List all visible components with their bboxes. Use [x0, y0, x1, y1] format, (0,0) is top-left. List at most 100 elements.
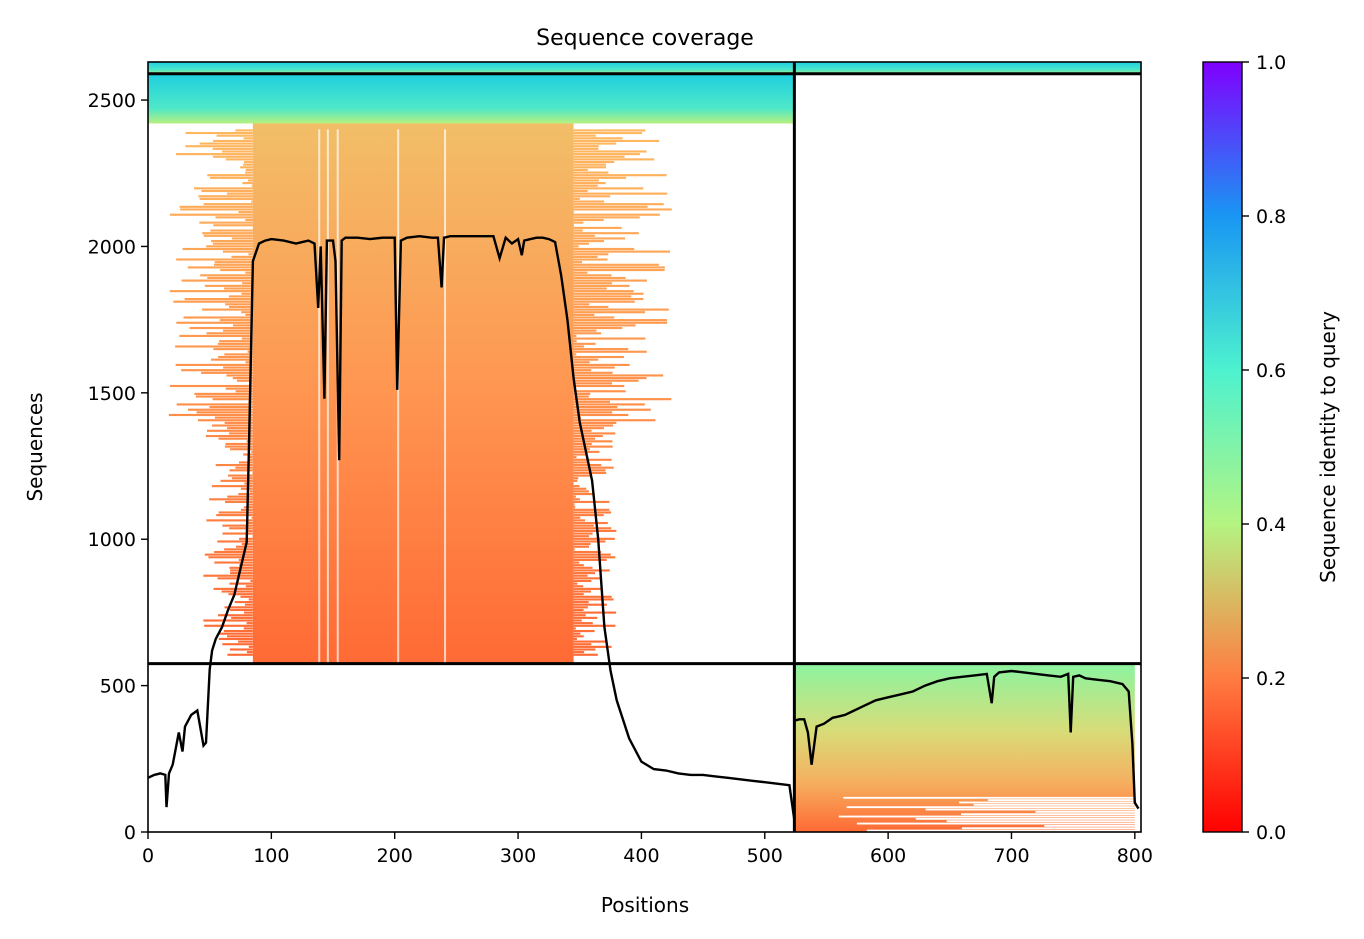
msa-row	[248, 598, 253, 601]
msa-block	[148, 62, 1141, 74]
msa-row	[573, 268, 665, 272]
msa-row	[221, 150, 253, 153]
msa-row	[573, 287, 607, 290]
msa-row	[573, 337, 646, 340]
msa-row	[238, 558, 253, 561]
msa-row	[248, 503, 253, 506]
msa-row	[210, 229, 253, 232]
msa-row	[573, 629, 595, 633]
msa-row	[193, 187, 253, 190]
msa-row	[183, 316, 253, 319]
msa-row	[573, 519, 585, 522]
msa-row	[220, 479, 253, 482]
msa-row	[573, 313, 595, 316]
msa-row	[573, 200, 605, 203]
msa-gap	[846, 806, 1141, 809]
msa-row	[573, 424, 614, 427]
msa-row	[238, 461, 253, 464]
msa-row	[573, 247, 635, 251]
msa-row	[573, 511, 612, 514]
msa-row	[573, 232, 639, 235]
msa-row	[573, 506, 576, 509]
msa-row	[573, 627, 576, 630]
msa-row	[573, 637, 577, 641]
msa-row	[244, 603, 253, 606]
msa-gap	[318, 129, 321, 664]
msa-row	[225, 387, 253, 390]
msa-row	[573, 147, 599, 150]
msa-row	[573, 229, 583, 232]
msa-row	[231, 477, 253, 480]
msa-row	[215, 216, 253, 219]
msa-row	[573, 614, 586, 617]
msa-row	[573, 558, 607, 561]
msa-row	[573, 168, 588, 171]
msa-row	[573, 392, 591, 395]
msa-row	[229, 582, 253, 585]
msa-row	[573, 326, 623, 330]
msa-row	[224, 421, 253, 424]
y-tick-label: 2500	[88, 90, 136, 112]
msa-row	[238, 640, 253, 643]
msa-row	[573, 255, 598, 258]
msa-row	[573, 553, 611, 556]
msa-row	[212, 242, 253, 245]
msa-row	[209, 498, 253, 501]
msa-row	[573, 593, 584, 596]
msa-gap	[838, 815, 1141, 818]
msa-row	[175, 363, 253, 366]
msa-row	[573, 492, 595, 496]
msa-row	[210, 358, 253, 361]
msa-row	[224, 287, 253, 290]
msa-row	[573, 182, 606, 185]
msa-row	[573, 377, 647, 380]
msa-row	[573, 616, 598, 619]
msa-row	[573, 184, 598, 187]
msa-row	[573, 366, 615, 369]
msa-row	[232, 324, 253, 327]
msa-row	[204, 553, 253, 556]
msa-row	[235, 129, 253, 132]
msa-row	[573, 374, 664, 377]
msa-row	[573, 205, 648, 208]
msa-row	[573, 566, 593, 569]
msa-row	[214, 550, 253, 554]
x-tick-label: 600	[870, 845, 906, 867]
msa-row	[573, 271, 588, 274]
msa-row	[573, 608, 584, 612]
msa-block	[252, 123, 574, 664]
msa-row	[248, 529, 253, 532]
msa-row	[214, 416, 253, 419]
msa-row	[573, 595, 612, 598]
msa-row	[218, 637, 253, 641]
msa-row	[573, 163, 606, 166]
msa-row	[573, 290, 634, 293]
msa-row	[573, 261, 583, 264]
msa-row	[200, 274, 253, 277]
msa-row	[244, 611, 253, 614]
msa-row	[573, 619, 582, 622]
msa-row	[169, 213, 253, 216]
msa-row	[573, 390, 626, 393]
msa-gap	[856, 822, 1141, 825]
msa-row	[230, 569, 253, 572]
msa-row	[573, 292, 644, 295]
msa-row	[238, 492, 253, 496]
msa-row	[211, 485, 253, 488]
msa-row	[573, 653, 598, 656]
msa-row	[222, 524, 253, 527]
msa-row	[251, 184, 253, 187]
colorbar: 0.0 0.2 0.4 0.6 0.8 1.0 Sequence identity to …	[1202, 52, 1340, 844]
msa-row	[573, 398, 672, 401]
msa-row	[224, 606, 253, 609]
coverage-line-chain-a	[148, 234, 796, 821]
y-tick-label: 0	[124, 822, 136, 844]
msa-row	[573, 461, 590, 464]
colorbar-tick-label: 0.2	[1256, 668, 1286, 690]
msa-row	[573, 603, 607, 606]
msa-row	[229, 432, 253, 435]
msa-row	[225, 442, 253, 446]
msa-row	[199, 197, 253, 200]
chart-title: Sequence coverage	[536, 26, 754, 51]
msa-row	[573, 160, 615, 164]
